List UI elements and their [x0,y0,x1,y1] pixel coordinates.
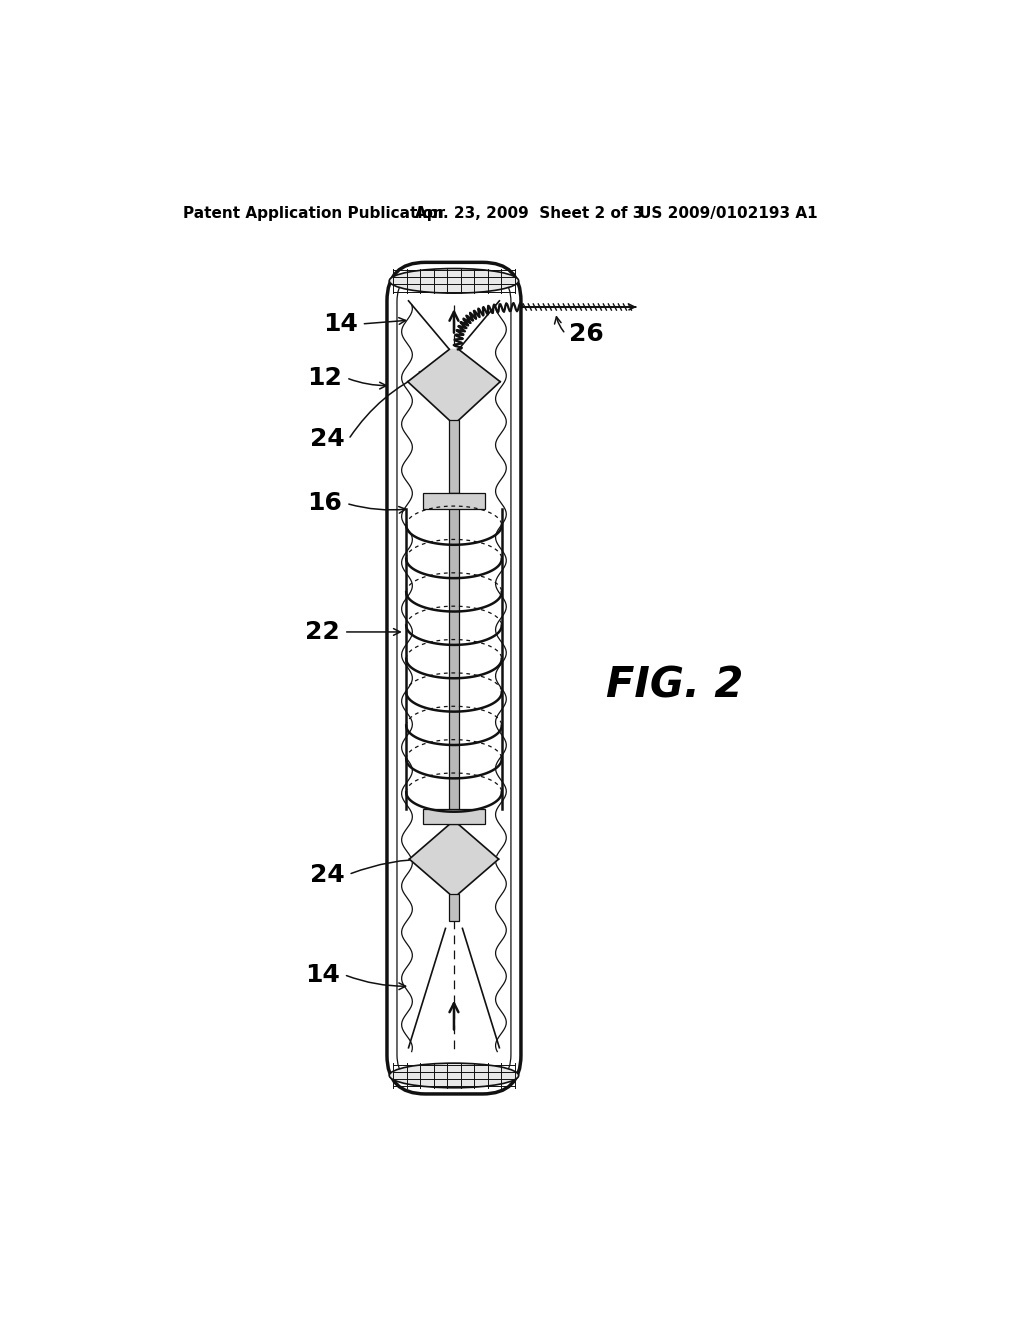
Text: 14: 14 [305,962,340,986]
Ellipse shape [389,1063,518,1088]
Polygon shape [408,350,500,420]
Polygon shape [410,825,499,894]
FancyBboxPatch shape [387,263,521,1094]
Text: Apr. 23, 2009  Sheet 2 of 3: Apr. 23, 2009 Sheet 2 of 3 [416,206,644,222]
Bar [450,494,459,825]
Bar [450,420,459,494]
Text: 16: 16 [307,491,342,515]
Text: FIG. 2: FIG. 2 [606,665,743,706]
Text: 24: 24 [310,862,345,887]
Text: 24: 24 [310,428,345,451]
Bar [450,894,459,921]
Text: US 2009/0102193 A1: US 2009/0102193 A1 [639,206,817,222]
Ellipse shape [389,268,518,293]
Bar [423,494,484,508]
Text: Patent Application Publication: Patent Application Publication [183,206,443,222]
Bar [423,809,484,825]
Text: 12: 12 [307,366,342,389]
Text: 22: 22 [305,620,340,644]
Text: 14: 14 [323,312,357,337]
Text: 26: 26 [569,322,604,346]
